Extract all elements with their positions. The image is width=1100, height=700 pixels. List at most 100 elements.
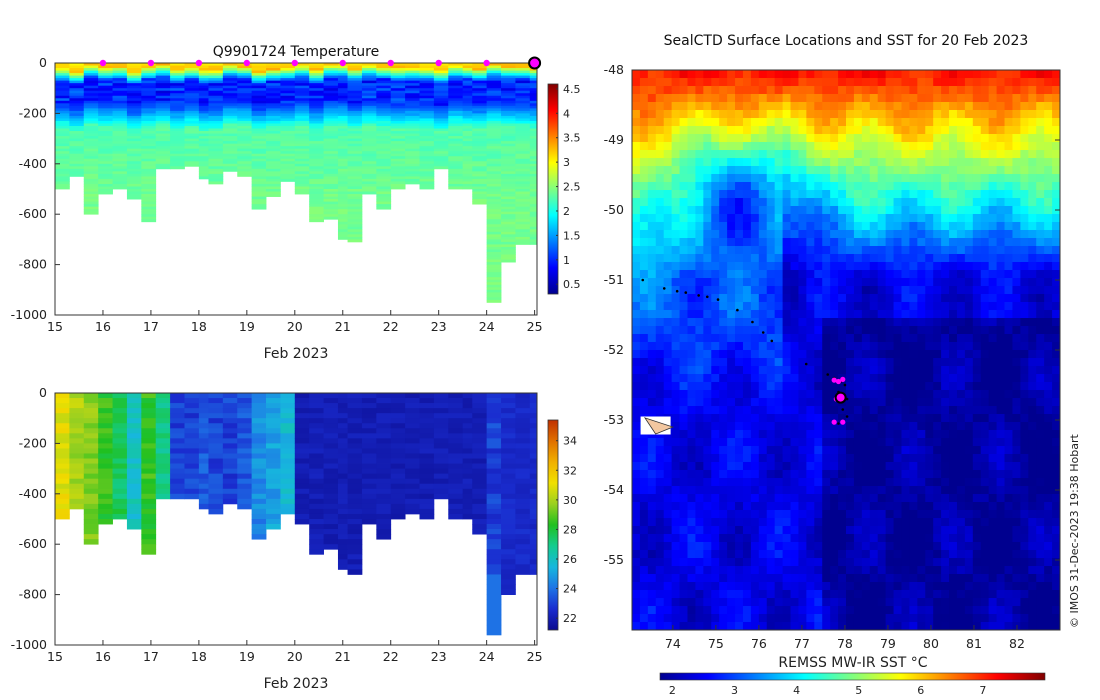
temperature-cell <box>448 163 464 167</box>
second-section-cell <box>472 468 488 475</box>
sst-cell <box>735 342 744 351</box>
sst-cell <box>925 262 934 271</box>
temperature-cell <box>69 73 85 76</box>
second-section-cell <box>222 393 238 399</box>
sst-cell <box>1020 270 1029 279</box>
sst-cell <box>1020 286 1029 295</box>
sst-cell <box>766 78 776 87</box>
sst-cell <box>901 270 910 279</box>
sst-cell <box>695 198 704 207</box>
sst-cell <box>933 158 942 167</box>
sst-cell <box>869 182 879 191</box>
sst-cell <box>695 94 704 103</box>
second-section-cell <box>486 574 502 580</box>
temperature-cell <box>280 115 296 119</box>
temperature-cell <box>55 90 70 94</box>
sst-cell <box>639 142 649 151</box>
temperature-cell <box>390 148 406 152</box>
sst-cell <box>1012 270 1021 279</box>
temperature-cell <box>112 136 128 139</box>
sst-cell <box>1020 70 1029 79</box>
second-section-cell <box>448 428 464 434</box>
sst-cell <box>980 326 990 335</box>
temperature-cell <box>83 168 99 172</box>
sst-cell <box>782 70 792 79</box>
sst-cell <box>766 126 776 135</box>
sst-cell <box>1004 246 1013 255</box>
sst-cell <box>798 174 807 183</box>
temperature-cell <box>448 95 464 99</box>
second-section-cell <box>433 493 449 500</box>
temperature-cell <box>141 100 157 104</box>
sst-cell <box>766 262 776 271</box>
sst-cell <box>1028 182 1037 191</box>
second-section-cell <box>515 513 531 520</box>
temperature-cell <box>501 186 516 190</box>
temperature-cell <box>323 126 339 129</box>
second-section-cell <box>323 478 339 485</box>
temperature-cell <box>170 68 185 71</box>
temperature-cell <box>323 95 339 99</box>
sst-cell <box>663 318 673 327</box>
second-section-cell <box>208 408 224 414</box>
sst-cell <box>655 70 665 79</box>
temperature-cell <box>390 93 406 97</box>
temperature-cell <box>448 83 464 87</box>
temperature-cell <box>112 68 128 71</box>
temperature-cell <box>419 161 435 165</box>
temperature-cell <box>529 75 537 79</box>
second-section-cell <box>184 428 200 434</box>
sst-cell <box>1004 230 1013 239</box>
sst-cell <box>885 318 895 327</box>
temperature-cell <box>222 85 238 89</box>
sst-cell <box>822 110 831 119</box>
second-section-cell <box>98 478 113 485</box>
temperature-cell <box>55 115 70 119</box>
second-section-cell <box>529 503 537 510</box>
temperature-cell <box>515 241 531 245</box>
sst-cell <box>869 302 879 311</box>
temperature-cell <box>405 136 420 139</box>
sst-cell <box>917 342 926 351</box>
temperature-cell <box>222 143 238 147</box>
second-section-cell <box>69 438 85 444</box>
temperature-cell <box>198 171 209 175</box>
temperature-cell <box>294 176 310 180</box>
sst-cell <box>838 142 847 151</box>
sst-cell <box>964 238 974 247</box>
second-section-cell <box>347 468 363 475</box>
sst-cell <box>687 222 696 231</box>
second-section-cell <box>462 508 473 515</box>
temperature-cell <box>462 83 473 87</box>
temperature-cell <box>208 78 224 82</box>
temperature-cell <box>501 133 516 137</box>
sst-cell <box>774 334 784 343</box>
sst-cell <box>703 230 712 239</box>
temperature-cell <box>486 194 502 197</box>
sst-cell <box>846 134 855 143</box>
sst-cell <box>1044 214 1053 223</box>
temperature-cell <box>486 204 502 208</box>
temperature-cell <box>337 176 348 180</box>
temperature-cell <box>198 120 209 124</box>
temperature-cell <box>323 176 339 180</box>
temperature-cell <box>337 85 348 89</box>
temperature-cell <box>361 151 377 155</box>
x-tick-label: 16 <box>95 649 111 664</box>
sst-cell <box>711 342 720 351</box>
temperature-cell <box>155 95 171 99</box>
sst-cell <box>782 318 792 327</box>
sst-cell <box>1012 94 1021 103</box>
temperature-cell <box>112 75 128 79</box>
sst-cell <box>822 174 831 183</box>
sst-cell <box>798 142 807 151</box>
sst-cell <box>996 118 1006 127</box>
sst-cell <box>1028 278 1037 287</box>
sst-cell <box>838 270 847 279</box>
temperature-cell <box>141 209 157 213</box>
temperature-cell <box>222 78 238 82</box>
sst-cell <box>877 294 887 303</box>
sst-cell <box>727 110 736 119</box>
sst-cell <box>806 198 815 207</box>
second-section-cell <box>69 443 85 449</box>
